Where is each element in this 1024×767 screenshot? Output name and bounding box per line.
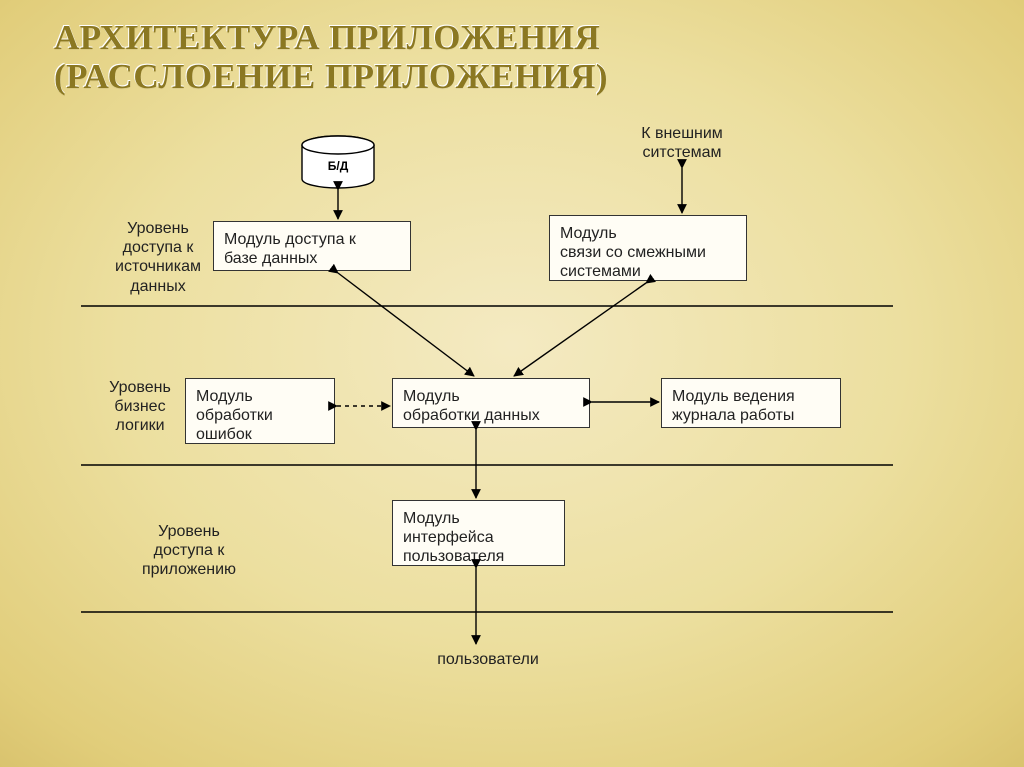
title-line2: (РАССЛОЕНИЕ ПРИЛОЖЕНИЯ) <box>54 57 608 96</box>
slide-title: АРХИТЕКТУРА ПРИЛОЖЕНИЯ (РАССЛОЕНИЕ ПРИЛО… <box>54 18 608 96</box>
layer-label-data-access: Уровень доступа к источникам данных <box>108 219 208 296</box>
db-cylinder: Б/Д <box>302 136 374 188</box>
title-line1: АРХИТЕКТУРА ПРИЛОЖЕНИЯ <box>54 18 600 57</box>
node-ext-link: Модуль связи со смежными системами <box>549 215 747 281</box>
node-err: Модуль обработки ошибок <box>185 378 335 444</box>
node-proc: Модуль обработки данных <box>392 378 590 428</box>
edge-dbaccess-to-proc <box>338 273 474 376</box>
db-label: Б/Д <box>328 159 349 173</box>
edge-extlink-to-proc <box>514 283 646 376</box>
slide: АРХИТЕКТУРА ПРИЛОЖЕНИЯ (РАССЛОЕНИЕ ПРИЛО… <box>0 0 1024 767</box>
external-systems-label: К внешним ситстемам <box>627 124 737 162</box>
layer-label-business-logic: Уровень бизнес логики <box>95 378 185 436</box>
users-label: пользователи <box>418 650 558 669</box>
layer-label-app-access: Уровень доступа к приложению <box>134 522 244 580</box>
node-ui: Модуль интерфейса пользователя <box>392 500 565 566</box>
node-log: Модуль ведения журнала работы <box>661 378 841 428</box>
node-db-access: Модуль доступа к базе данных <box>213 221 411 271</box>
